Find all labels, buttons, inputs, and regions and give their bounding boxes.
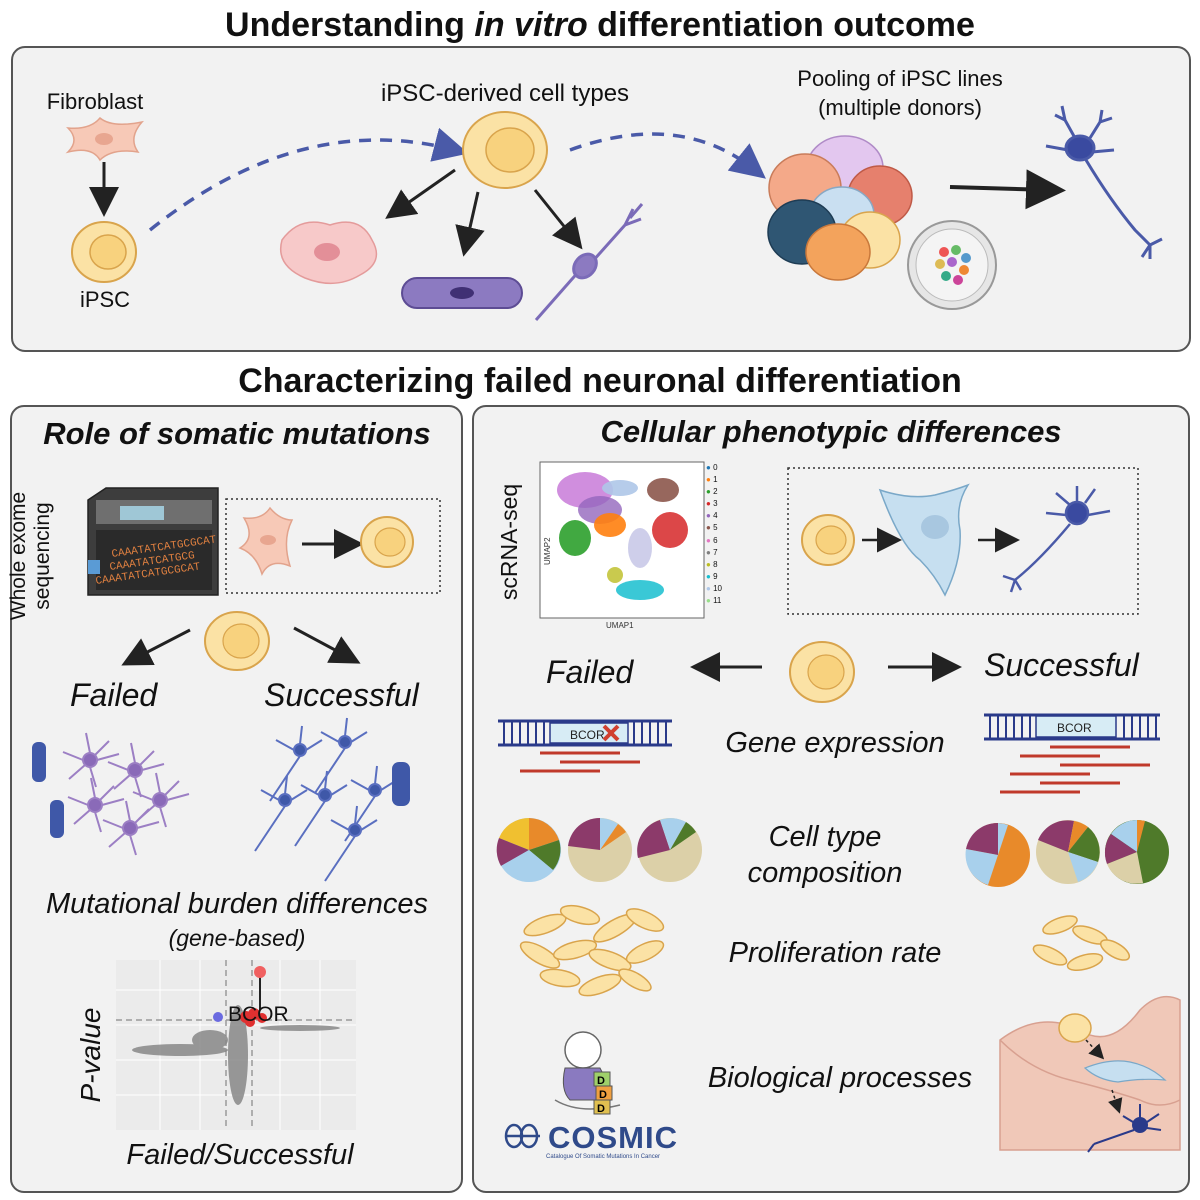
legend-entry: ● 0 [706,463,718,472]
fibroblast-label: Fibroblast [46,89,144,114]
neuron-purple-icon [534,203,644,321]
pooling-label-2: (multiple donors) [818,95,982,120]
legend-entry: ● 11 [706,596,722,606]
right-failed-label: Failed [546,654,634,690]
legend-entry: ● 8 [706,559,718,569]
cell-type-label-1: Cell type [768,821,882,853]
cosmic-subtitle: Catalogue Of Somatic Mutations In Cancer [546,1154,661,1160]
legend-entry: ● 3 [706,499,718,509]
differentiation-box [787,467,1139,615]
pie-charts-successful [965,819,1169,887]
legend-entry: ● 4 [706,511,718,521]
legend-entry: ● 7 [706,547,718,557]
waddington-landscape-icon [999,995,1181,1153]
block-letter: D [597,1103,605,1115]
child-blocks-icon: D D D [554,1031,621,1115]
petri-dish-icon [907,220,997,310]
umap-x-label: UMAP1 [606,621,634,630]
progenitor-icon [878,483,970,597]
failed-progenitors-icon [32,742,64,838]
legend-entry: ● 5 [706,523,718,533]
umap-plot: UMAP1 UMAP2 [539,461,705,630]
neuron-blue-icon [1045,105,1163,259]
ipsc-label: iPSC [79,287,131,312]
pie-charts-failed [496,817,702,882]
volcano-points-red [240,1008,267,1027]
volcano-point-blue [213,1012,223,1022]
sequencer-icon [87,487,219,596]
legend-entry: ● 9 [706,571,718,581]
top-panel [11,46,1191,352]
dna-failed-icon: BCOR [498,719,672,773]
successful-progenitor-icon [392,762,410,806]
bcor-successful-label: BCOR [1057,721,1092,735]
section-title: Characterizing failed neuronal different… [238,362,962,400]
left-successful-label: Successful [264,677,419,713]
derived-cells-label: iPSC-derived cell types [380,80,630,107]
muscle-cell-icon [401,277,523,309]
right-successful-label: Successful [984,647,1139,683]
legend-entry: ● 6 [706,535,718,545]
block-letter: D [599,1089,607,1101]
volcano-x-label: Failed/Successful [126,1139,354,1171]
neuron-box-icon [1002,486,1111,593]
legend-entry: ● 1 [706,475,718,485]
left-failed-label: Failed [70,677,158,713]
fibroblast-ipsc-box [225,498,441,594]
bcor-failed-label: BCOR [570,728,605,742]
umap-y-label: UMAP2 [543,537,552,565]
legend-entry: ● 10 [706,583,722,593]
right-panel-title: Cellular phenotypic differences [600,414,1062,449]
proliferation-successful-icon [1032,915,1131,971]
cosmic-helix-icon [504,1123,540,1149]
proliferation-label: Proliferation rate [728,937,942,969]
burden-sub-label: (gene-based) [168,925,306,951]
failed-neurons-icon [62,732,190,856]
proliferation-failed-icon [519,904,665,997]
block-letter: D [597,1075,605,1087]
legend-entry: ● 2 [706,487,718,497]
gene-expression-label: Gene expression [725,727,945,759]
biological-label: Biological processes [707,1062,973,1094]
successful-neurons-icon [254,717,398,882]
pooled-cells-icon [767,135,913,281]
main-title: Understanding in vitro differentiation o… [225,6,975,44]
ipsc-cell-icon [71,221,137,283]
pooling-label-1: Pooling of iPSC lines [797,66,1003,91]
mutation-x-icon [602,724,620,742]
central-ipsc-icon [462,111,548,189]
epithelial-cell-icon [280,221,378,284]
cell-type-label-2: composition [747,857,903,889]
umap-legend: ● 0 ● 1 ● 2 ● 3 ● 4 ● 5 ● 6 ● 7 ● 8 ● 9 … [706,462,736,607]
cosmic-logo-text: COSMIC [548,1120,678,1155]
volcano-gene-label: BCOR [228,1003,289,1026]
burden-label: Mutational burden differences [45,888,429,920]
fibroblast-icon [65,116,145,162]
volcano-plot: BCOR [116,960,356,1130]
left-panel-title: Role of somatic mutations [43,416,431,451]
dna-successful-icon: BCOR [984,713,1160,794]
